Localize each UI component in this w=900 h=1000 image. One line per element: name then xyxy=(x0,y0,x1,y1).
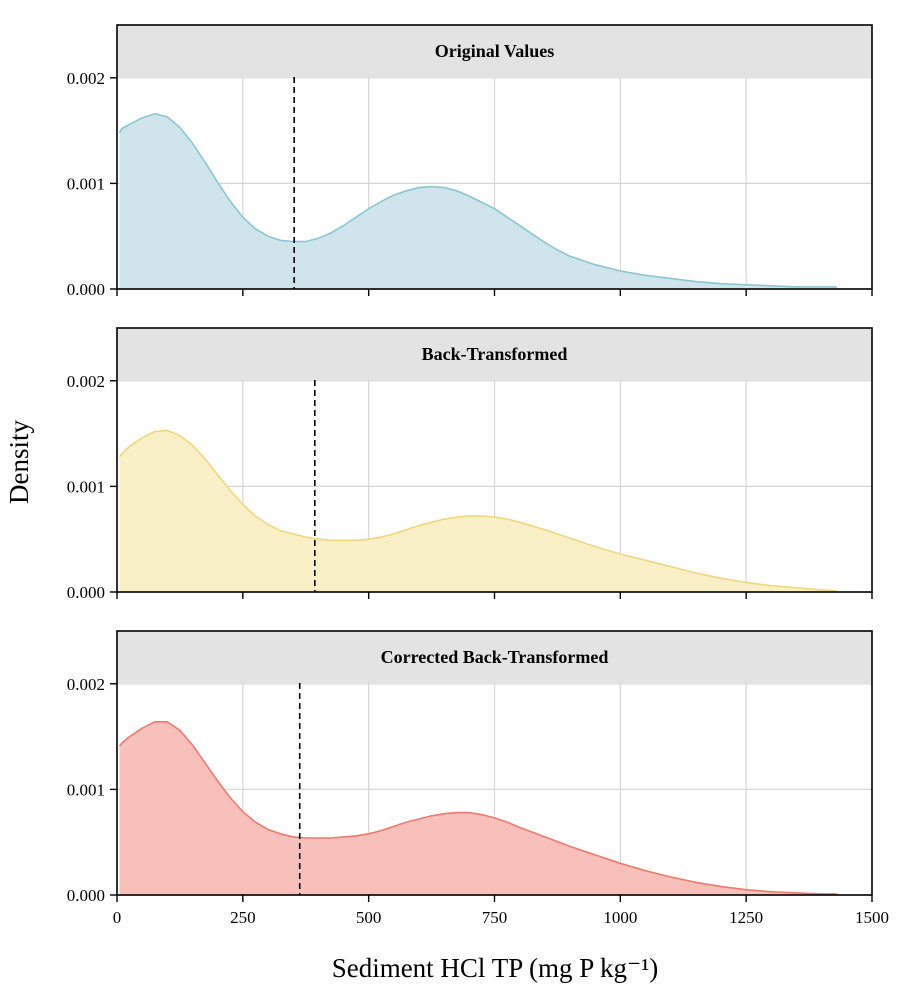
x-tick-label: 750 xyxy=(482,908,508,927)
facet-panel: Corrected Back-Transformed 0.000 0.001 0.00… xyxy=(67,630,889,927)
facet-strip xyxy=(117,631,872,683)
density-area xyxy=(119,721,837,895)
density-line xyxy=(118,429,837,592)
facet-strip-label: Original Values xyxy=(435,41,555,61)
x-tick-label: 0 xyxy=(113,908,122,927)
y-tick-label: 0.001 xyxy=(67,780,105,799)
y-tick-label: 0.002 xyxy=(67,372,105,391)
y-tick-label: 0.000 xyxy=(67,886,105,905)
x-tick-label: 500 xyxy=(356,908,382,927)
density-line xyxy=(118,721,837,895)
y-tick-label: 0.002 xyxy=(67,675,105,694)
x-axis-title: Sediment HCl TP (mg P kg⁻¹) xyxy=(332,953,659,983)
facet-strip-label: Back-Transformed xyxy=(422,344,568,364)
facet-strip-label: Corrected Back-Transformed xyxy=(381,647,609,667)
x-tick-label: 250 xyxy=(230,908,256,927)
x-tick-label: 1000 xyxy=(603,908,637,927)
y-tick-label: 0.002 xyxy=(67,69,105,88)
y-tick-label: 0.000 xyxy=(67,280,105,299)
density-area xyxy=(119,430,837,592)
y-tick-label: 0.001 xyxy=(67,174,105,193)
facet-panel: Back-Transformed 0.000 0.001 0.002 xyxy=(67,327,873,602)
x-tick-label: 1500 xyxy=(855,908,889,927)
x-tick-label: 1250 xyxy=(729,908,763,927)
facet-strip xyxy=(117,328,872,380)
facet-strip xyxy=(117,25,872,77)
y-tick-label: 0.001 xyxy=(67,477,105,496)
y-axis-title: Density xyxy=(4,420,34,504)
density-line xyxy=(118,112,837,288)
y-tick-label: 0.000 xyxy=(67,583,105,602)
facet-panel: Original Values 0.000 0.001 0.002 xyxy=(67,24,873,299)
